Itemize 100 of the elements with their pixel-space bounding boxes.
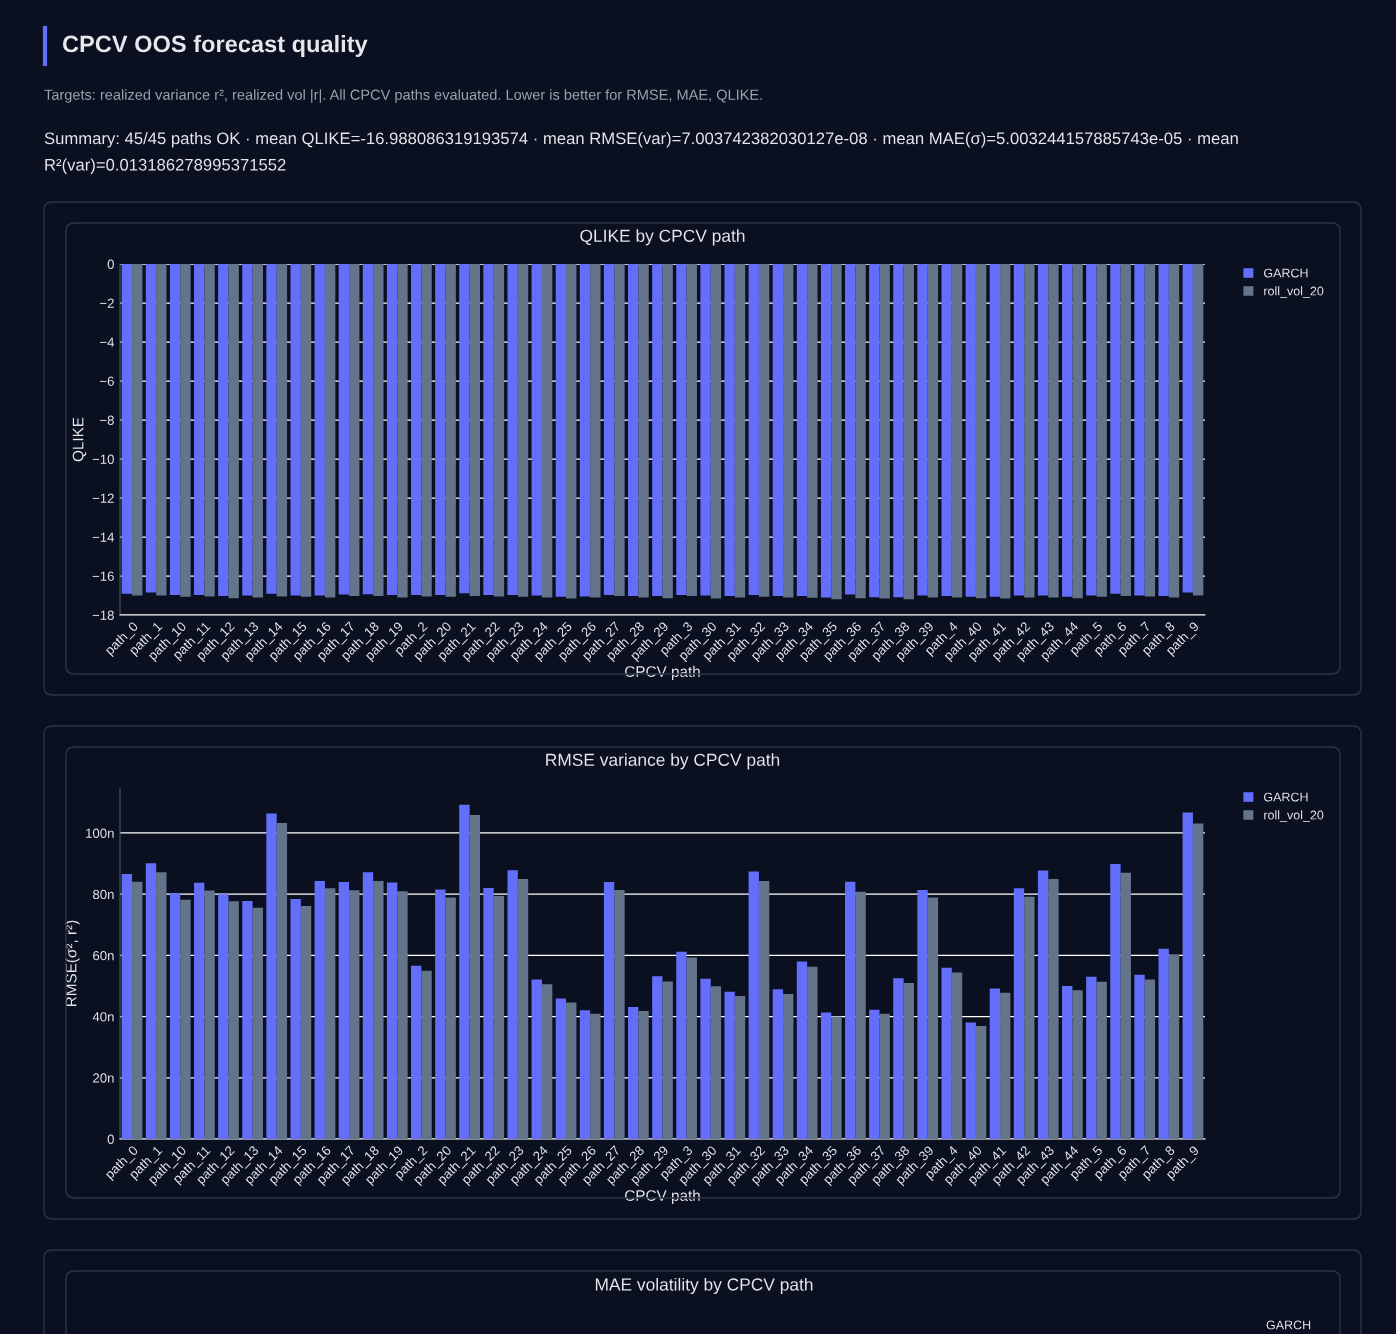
- bar: [820, 1012, 832, 1139]
- bar: [541, 984, 553, 1139]
- bar: [903, 982, 914, 1139]
- bar: [483, 888, 494, 1139]
- bar: [1037, 870, 1049, 1139]
- bar: [807, 966, 818, 1139]
- legend-label: roll_vol_20: [1264, 286, 1324, 298]
- bar: [831, 1016, 842, 1139]
- bar: [555, 998, 567, 1139]
- bar: [927, 897, 939, 1139]
- bar: [204, 890, 215, 1139]
- bar: [421, 970, 432, 1139]
- bar: [724, 991, 735, 1139]
- bar: [469, 814, 480, 1139]
- bar: [869, 1009, 880, 1139]
- bar: [517, 878, 529, 1139]
- bar: [349, 890, 360, 1139]
- bar: [156, 872, 167, 1139]
- bar: [252, 907, 263, 1139]
- legend-label: roll_vol_20: [1264, 810, 1324, 822]
- bar: [1182, 812, 1193, 1139]
- chart-title: QLIKE by CPCV path: [580, 229, 745, 246]
- x-axis-title: CPCV path: [625, 1189, 700, 1204]
- bar: [242, 900, 253, 1139]
- bar: [411, 965, 422, 1139]
- bar: [290, 899, 301, 1139]
- bar: [855, 891, 866, 1139]
- y-tick-label: −8: [100, 415, 114, 425]
- text: CPCV OOS forecast quality: [62, 35, 368, 58]
- bar: [710, 986, 722, 1139]
- bar: [590, 1013, 601, 1139]
- y-tick-label: 0: [107, 1134, 114, 1144]
- bar: [628, 1007, 639, 1139]
- bar: [1024, 896, 1035, 1139]
- bar: [734, 996, 746, 1139]
- bar: [1072, 990, 1083, 1139]
- text: GARCH: [1266, 1320, 1311, 1330]
- bar: [662, 981, 673, 1139]
- legend-label: GARCH: [1264, 792, 1308, 802]
- y-tick-label: −18: [92, 610, 114, 620]
- bar: [845, 881, 856, 1139]
- bar: [652, 976, 663, 1139]
- bar: [951, 972, 963, 1139]
- y-tick-label: 20n: [93, 1073, 114, 1083]
- bar: [758, 881, 770, 1139]
- bar: [676, 951, 687, 1139]
- bar: [783, 993, 794, 1139]
- bar: [314, 881, 325, 1139]
- bar: [614, 889, 625, 1139]
- bar: [965, 1022, 976, 1139]
- bar: [917, 889, 928, 1139]
- legend-label: GARCH: [1264, 268, 1308, 278]
- bar: [1158, 948, 1169, 1139]
- y-tick-label: 40n: [92, 1012, 114, 1022]
- bar: [1000, 992, 1011, 1139]
- bar: [1086, 976, 1097, 1139]
- bar: [169, 893, 181, 1139]
- bar: [228, 901, 239, 1139]
- bar: [180, 899, 191, 1139]
- x-axis-title: CPCV path: [625, 665, 700, 680]
- bar: [531, 979, 542, 1139]
- bar: [1096, 981, 1107, 1139]
- bar: [975, 1026, 987, 1139]
- bar: [132, 881, 143, 1139]
- bar: [1192, 823, 1204, 1139]
- bar: [435, 889, 446, 1139]
- bar: [266, 813, 277, 1139]
- bar: [1120, 872, 1131, 1139]
- bar: [579, 1010, 591, 1139]
- bar: [686, 957, 697, 1139]
- bar: [459, 804, 470, 1139]
- bar: [194, 882, 205, 1139]
- y-tick-label: 60n: [93, 950, 114, 961]
- y-tick-label: −12: [92, 493, 114, 503]
- bar: [218, 894, 229, 1139]
- bar: [1013, 888, 1025, 1139]
- bar: [1110, 863, 1121, 1139]
- bar: [989, 988, 1001, 1139]
- bar: [1062, 985, 1073, 1139]
- bar: [638, 1011, 649, 1139]
- bar: [507, 870, 518, 1139]
- y-tick-label: −10: [92, 454, 114, 464]
- chart-title: RMSE variance by CPCV path: [546, 753, 780, 770]
- bar: [445, 897, 456, 1139]
- y-axis-title: RMSE(σ², r²): [65, 920, 80, 1006]
- bar: [324, 888, 336, 1139]
- bar: [386, 882, 398, 1139]
- bar: [362, 872, 374, 1139]
- bar: [1144, 979, 1156, 1139]
- y-tick-label: −6: [100, 376, 114, 386]
- y-axis-title: QLIKE: [72, 417, 87, 462]
- bar: [603, 881, 615, 1139]
- y-tick-label: −2: [100, 298, 114, 308]
- bar: [373, 881, 384, 1139]
- text: Targets: realized variance r², realized vol |r|. All CPCV paths evaluated. Lower is better for RMSE, MAE, QLIKE.: [44, 89, 762, 103]
- bar: [276, 822, 288, 1139]
- bar: [748, 871, 759, 1139]
- bar: [1048, 878, 1059, 1139]
- bar: [772, 989, 784, 1139]
- bar: [700, 978, 711, 1139]
